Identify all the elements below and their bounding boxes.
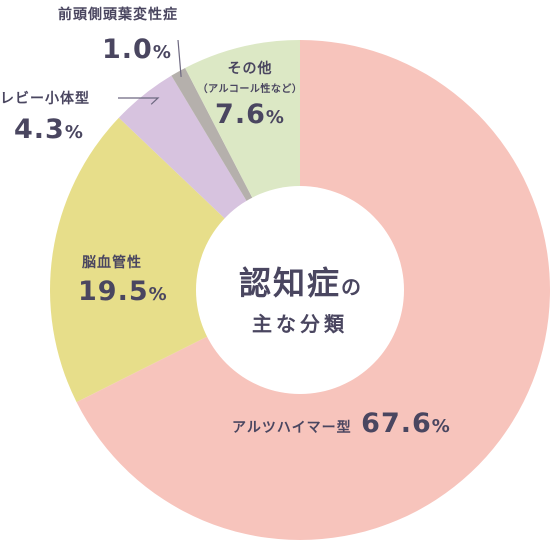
label-other: その他 （アルコール性など） 7.6% (190, 58, 310, 130)
label-lewy-name: レビー小体型 (0, 91, 90, 107)
label-alzheimer-name: アルツハイマー型 (232, 420, 352, 436)
label-vascular: 脳血管性 19.5% (78, 252, 168, 307)
label-vascular-value: 19.5% (78, 276, 168, 307)
slice-vascular (50, 117, 300, 403)
donut-center-hole (196, 186, 404, 394)
label-lewy-value: 4.3% (14, 114, 84, 145)
label-ftld-name: 前頭側頭葉変性症 (58, 7, 178, 23)
label-vascular-name: 脳血管性 (82, 255, 142, 271)
label-other-value: 7.6% (215, 99, 285, 130)
leader-line-lewy (118, 97, 160, 105)
label-alzheimer: アルツハイマー型 67.6% (232, 408, 451, 439)
label-other-name: その他 (227, 61, 273, 77)
center-title-main: 認知症の (238, 264, 361, 302)
label-ftld: 前頭側頭葉変性症 1.0% (58, 4, 178, 65)
label-other-sublabel: （アルコール性など） (197, 84, 303, 95)
center-title-sub: 主な分類 (252, 312, 348, 336)
label-ftld-value: 1.0% (102, 34, 172, 65)
label-lewy: レビー小体型 4.3% (0, 88, 90, 145)
chart-center-title: 認知症の 主な分類 (200, 258, 400, 337)
label-alzheimer-value: 67.6% (361, 408, 451, 439)
leader-line-ftld (177, 39, 182, 77)
